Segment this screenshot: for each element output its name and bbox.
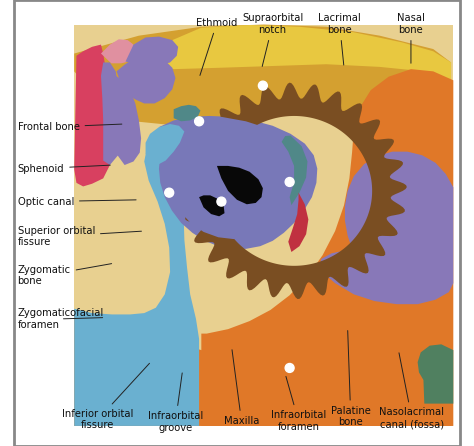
Text: Sphenoid: Sphenoid (18, 164, 110, 173)
Polygon shape (199, 195, 225, 216)
Text: Nasolacrimal
canal (fossa): Nasolacrimal canal (fossa) (379, 353, 444, 429)
Text: Palatine
bone: Palatine bone (331, 330, 371, 427)
Polygon shape (74, 314, 451, 426)
Text: Infraorbital
groove: Infraorbital groove (148, 373, 203, 433)
Polygon shape (168, 117, 305, 239)
Polygon shape (418, 344, 453, 404)
Polygon shape (126, 37, 178, 66)
Polygon shape (146, 124, 184, 164)
Polygon shape (317, 152, 453, 304)
Polygon shape (74, 25, 451, 125)
Text: Maxilla: Maxilla (224, 350, 259, 426)
Polygon shape (282, 136, 308, 205)
Circle shape (165, 188, 173, 197)
Circle shape (285, 178, 294, 186)
Bar (74, 25, 453, 426)
Text: Zygomaticofacial
foramen: Zygomaticofacial foramen (18, 308, 104, 330)
Text: Nasal
bone: Nasal bone (397, 13, 425, 63)
Text: Superior orbital
fissure: Superior orbital fissure (18, 226, 141, 247)
Text: Infraorbital
foramen: Infraorbital foramen (271, 376, 326, 432)
Polygon shape (108, 76, 141, 165)
Polygon shape (74, 45, 112, 186)
Circle shape (217, 197, 226, 206)
Circle shape (195, 117, 203, 126)
Text: Optic canal: Optic canal (18, 197, 136, 206)
Polygon shape (288, 193, 309, 252)
Text: Frontal bone: Frontal bone (18, 122, 122, 132)
Polygon shape (201, 69, 453, 426)
Polygon shape (182, 83, 407, 299)
Polygon shape (117, 56, 175, 103)
Polygon shape (217, 166, 263, 204)
Polygon shape (159, 116, 317, 249)
Polygon shape (139, 25, 451, 80)
Circle shape (285, 363, 294, 372)
Text: Inferior orbital
fissure: Inferior orbital fissure (62, 363, 149, 430)
Text: Supraorbital
notch: Supraorbital notch (242, 13, 303, 66)
Polygon shape (173, 105, 201, 121)
Circle shape (258, 81, 267, 90)
Polygon shape (101, 39, 135, 63)
Polygon shape (229, 169, 253, 188)
Text: Ethmoid: Ethmoid (196, 18, 237, 75)
Text: Lacrimal
bone: Lacrimal bone (318, 13, 361, 65)
Text: Zygomatic
bone: Zygomatic bone (18, 264, 111, 286)
Polygon shape (317, 156, 451, 426)
Polygon shape (101, 62, 125, 165)
Polygon shape (74, 132, 201, 426)
